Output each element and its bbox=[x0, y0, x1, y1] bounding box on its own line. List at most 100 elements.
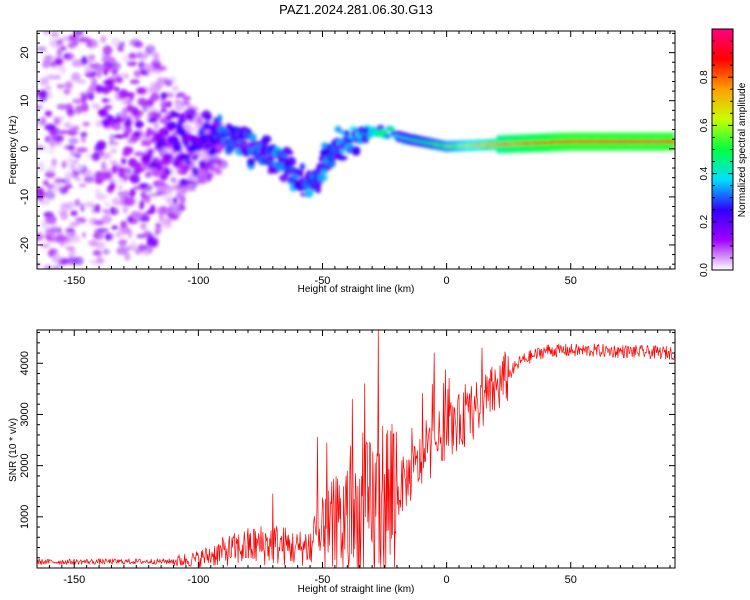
spectrogram-blob bbox=[109, 181, 116, 190]
spectrogram-blob bbox=[37, 46, 47, 52]
spectrogram-blob bbox=[150, 92, 160, 102]
spectrogram-blob bbox=[165, 115, 171, 121]
spectrogram-blob bbox=[314, 181, 322, 191]
colorbar-axes: 0.0 0.2 0.4 0.6 0.8 bbox=[699, 28, 734, 277]
spectrogram-blob bbox=[59, 130, 69, 135]
spectrogram-blob bbox=[37, 261, 41, 268]
spectrogram-blob bbox=[68, 34, 78, 42]
spectrogram-blob bbox=[121, 99, 128, 105]
spectrogram-blob bbox=[138, 216, 150, 223]
spectrogram-blobs bbox=[37, 31, 675, 269]
spectrogram-blob bbox=[101, 161, 107, 171]
spectrogram-blob bbox=[183, 138, 190, 148]
colorbar-tick-label: 0.2 bbox=[699, 214, 710, 228]
spectrogram-blob bbox=[54, 56, 65, 67]
spectrogram-blob bbox=[136, 87, 147, 95]
spectrogram-blob bbox=[114, 86, 120, 92]
spectrogram-blob bbox=[152, 52, 160, 62]
spectrogram-blob bbox=[141, 139, 147, 147]
y-tick-label: 3000 bbox=[19, 402, 31, 426]
spectrogram-blob bbox=[73, 31, 84, 37]
spectrogram-blob bbox=[162, 218, 167, 226]
spectrogram-blob bbox=[344, 130, 350, 136]
spectrogram-blob bbox=[80, 203, 85, 212]
spectrogram-blob bbox=[118, 41, 125, 48]
spectrogram-blob bbox=[61, 65, 66, 74]
spectrogram-blob bbox=[68, 137, 79, 145]
spectrogram-blob bbox=[118, 89, 129, 99]
spectrogram-blob bbox=[65, 228, 75, 233]
spectrogram-blob bbox=[209, 167, 221, 173]
spectrogram-blob bbox=[165, 169, 172, 176]
spectrogram-blob bbox=[192, 167, 198, 177]
spectrogram-blob bbox=[170, 136, 180, 143]
spectrogram-blob bbox=[72, 98, 84, 104]
spectrogram-blob bbox=[114, 134, 125, 139]
spectrogram-blob bbox=[78, 183, 87, 188]
spectrogram-blob bbox=[99, 231, 105, 240]
spectrogram-blob bbox=[215, 162, 224, 168]
spectrogram-blob bbox=[156, 190, 164, 197]
spectrogram-blob bbox=[147, 247, 153, 254]
chart-title: PAZ1.2024.281.06.30.G13 bbox=[279, 2, 433, 17]
spectrogram-blob bbox=[56, 234, 68, 242]
y-tick-label: 10 bbox=[19, 95, 31, 107]
spectrogram-blob bbox=[177, 119, 186, 124]
spectrogram-blob bbox=[43, 264, 53, 269]
spectrogram-blob bbox=[115, 76, 124, 84]
spectrogram-blob bbox=[111, 225, 118, 230]
spectrogram-blob bbox=[146, 98, 155, 108]
spectrogram-blob bbox=[60, 178, 72, 185]
spectrogram-blob bbox=[84, 201, 94, 208]
spectrogram-blob bbox=[163, 130, 170, 137]
snr-x-axis-label: Height of straight line (km) bbox=[298, 584, 415, 595]
spectrogram-blob bbox=[149, 204, 156, 214]
spectrogram-blob bbox=[118, 190, 123, 199]
spectrogram-blob bbox=[74, 176, 82, 182]
spectrogram-blob bbox=[246, 128, 252, 135]
spectrogram-blob bbox=[286, 156, 297, 167]
spectrogram-blob bbox=[157, 185, 164, 191]
spectrogram-blob bbox=[57, 105, 68, 111]
spectrogram-blob bbox=[192, 154, 199, 161]
spectrogram-blob bbox=[126, 105, 135, 112]
spectrogram-blob bbox=[81, 93, 87, 103]
colorbar: 0.0 0.2 0.4 0.6 0.8 Normalized spectral ampl… bbox=[699, 28, 748, 277]
spectrogram-blob bbox=[156, 206, 169, 215]
spectrogram-blob bbox=[111, 179, 123, 184]
spectrogram-blob bbox=[156, 140, 167, 149]
spectrogram-blob bbox=[38, 190, 46, 198]
spectrogram-blob bbox=[202, 122, 211, 130]
spectrogram-blob bbox=[45, 214, 57, 225]
colorbar-label: Normalized spectral amplitude bbox=[737, 82, 748, 217]
spectrogram-blob bbox=[95, 203, 101, 213]
spectrogram-blob bbox=[109, 148, 118, 154]
spectrogram-blob bbox=[46, 146, 56, 155]
spectrogram-blob bbox=[62, 53, 70, 59]
spectrogram-blob bbox=[80, 131, 88, 138]
spectrogram-blob bbox=[95, 188, 101, 197]
spectrogram-blob bbox=[70, 125, 80, 131]
spectrogram-blob bbox=[94, 241, 106, 249]
spectrogram-blob bbox=[37, 105, 44, 110]
spectrogram-blob bbox=[204, 114, 213, 120]
spectrogram-blob bbox=[136, 97, 146, 106]
snr-y-axis-label: SNR (10 * v/v) bbox=[8, 418, 19, 482]
colorbar-tick-label: 0.8 bbox=[699, 70, 710, 84]
snr-series-line bbox=[37, 330, 675, 568]
spectrogram-blob bbox=[83, 176, 95, 183]
spectrogram-blob bbox=[56, 48, 63, 57]
spectrogram-blob bbox=[103, 69, 109, 76]
colorbar-tick-label: 0.0 bbox=[699, 263, 710, 277]
spectrogram-blob bbox=[128, 52, 138, 60]
spectrogram-blob bbox=[169, 111, 181, 118]
spectrogram-blob bbox=[204, 143, 213, 148]
y-tick-label: -10 bbox=[19, 189, 31, 205]
spectrogram-blob bbox=[129, 188, 136, 198]
spectrogram-blob bbox=[284, 150, 294, 156]
spectrogram-y-axis-label: Frequency (Hz) bbox=[8, 116, 19, 185]
spectrogram-blob bbox=[60, 211, 69, 221]
x-tick-label: 50 bbox=[565, 275, 577, 287]
spectrogram-blob bbox=[50, 31, 59, 39]
